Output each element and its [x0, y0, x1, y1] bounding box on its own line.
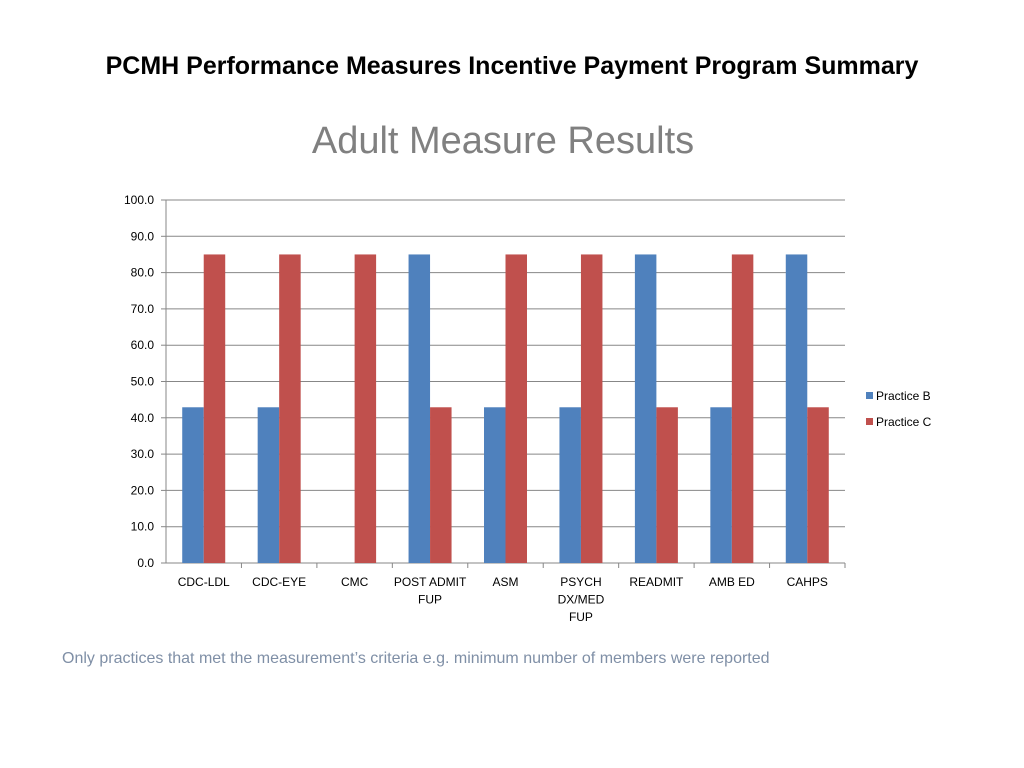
x-tick-label: CMC	[341, 575, 369, 589]
y-tick-label: 70.0	[131, 302, 155, 316]
bar-practice-b	[408, 254, 431, 563]
bar-practice-b	[484, 407, 506, 563]
bar-practice-b	[182, 407, 204, 563]
y-tick-label: 50.0	[131, 375, 155, 389]
x-tick-label: CAHPS	[787, 575, 828, 589]
x-tick-label: CDC-LDL	[178, 575, 230, 589]
bar-practice-c	[807, 407, 829, 563]
legend-label: Practice B	[876, 389, 931, 403]
slide-title: PCMH Performance Measures Incentive Paym…	[105, 52, 919, 80]
legend-label: Practice C	[876, 415, 932, 429]
x-tick-label: FUP	[569, 610, 593, 624]
y-tick-label: 30.0	[131, 447, 155, 461]
y-tick-label: 20.0	[131, 483, 155, 497]
y-tick-label: 10.0	[131, 520, 155, 534]
x-tick-label: FUP	[418, 593, 442, 607]
x-tick-label: AMB ED	[709, 575, 755, 589]
legend-swatch	[866, 418, 873, 425]
bar-practice-c	[279, 254, 301, 563]
y-tick-label: 90.0	[131, 229, 155, 243]
x-tick-label: POST ADMIT	[394, 575, 467, 589]
x-tick-label: CDC-EYE	[252, 575, 306, 589]
bar-practice-c	[203, 254, 226, 563]
bar-chart: 0.0 10.0 20.0 30.0 40.0 50.0 60.0 70.0 80.0 90.0 1…	[124, 193, 932, 624]
bar-practice-b	[559, 407, 581, 563]
x-tick-label: DX/MED	[558, 593, 605, 607]
y-tick-label: 80.0	[131, 266, 155, 280]
bar-practice-c	[656, 407, 678, 563]
bar-practice-b	[257, 407, 280, 563]
bar-practice-b	[785, 254, 808, 563]
bar-practice-c	[354, 254, 377, 563]
bar-practice-c	[430, 407, 452, 563]
y-tick-label: 0.0	[137, 556, 154, 570]
bar-practice-c	[731, 254, 754, 563]
bar-practice-b	[710, 407, 732, 563]
bar-practice-c	[505, 254, 527, 563]
x-tick-label: PSYCH	[560, 575, 601, 589]
footnote: Only practices that met the measurement’…	[62, 650, 770, 667]
x-tick-label: READMIT	[629, 575, 684, 589]
legend-swatch	[866, 392, 873, 399]
x-tick-label: ASM	[492, 575, 518, 589]
y-tick-label: 40.0	[131, 411, 155, 425]
chart-title: Adult Measure Results	[311, 120, 695, 162]
bar-practice-b	[634, 254, 657, 563]
bar-practice-c	[580, 254, 603, 563]
y-tick-label: 60.0	[131, 338, 155, 352]
y-tick-label: 100.0	[124, 193, 154, 207]
